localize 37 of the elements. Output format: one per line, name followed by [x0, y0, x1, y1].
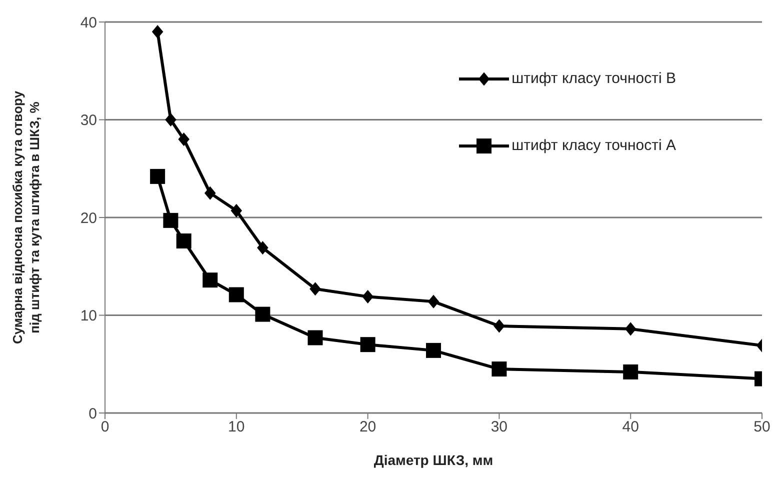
legend-label: штифт класу точності В — [512, 70, 676, 87]
y-tick-label: 0 — [88, 405, 97, 422]
point — [204, 186, 216, 200]
point — [625, 322, 636, 336]
point — [163, 212, 178, 228]
point — [494, 320, 505, 332]
point — [360, 337, 376, 352]
point — [257, 241, 268, 254]
point — [492, 362, 507, 377]
point — [308, 330, 323, 346]
y-tick-label: 20 — [80, 210, 97, 227]
y-tick-label: 30 — [80, 112, 97, 130]
x-tick-label: 50 — [754, 418, 770, 436]
x-tick-label: 10 — [228, 418, 245, 436]
x-tick-label: 20 — [359, 418, 376, 436]
point — [255, 306, 270, 322]
x-tick-label: 30 — [490, 418, 508, 436]
point — [230, 204, 242, 218]
point — [202, 272, 218, 288]
y-tick-label: 10 — [80, 308, 97, 325]
point — [310, 282, 321, 296]
y-axis-title: Сумарна відносна похибка кута отвору під штифт та кута штифта в ШКЗ, % — [10, 90, 42, 344]
y-tick-label: 40 — [80, 14, 97, 32]
point — [178, 132, 190, 146]
point — [426, 342, 441, 358]
point — [176, 233, 192, 248]
point — [152, 25, 164, 38]
point — [150, 168, 166, 184]
legend-label: штифт класу точності А — [512, 137, 676, 154]
point — [362, 290, 374, 304]
x-tick-label: 0 — [100, 418, 110, 436]
x-axis-title: Діаметр ШКЗ, мм — [374, 452, 494, 468]
point — [623, 364, 638, 380]
point — [165, 113, 176, 126]
x-tick-label: 40 — [622, 418, 639, 436]
point — [228, 287, 244, 302]
point — [428, 295, 439, 308]
